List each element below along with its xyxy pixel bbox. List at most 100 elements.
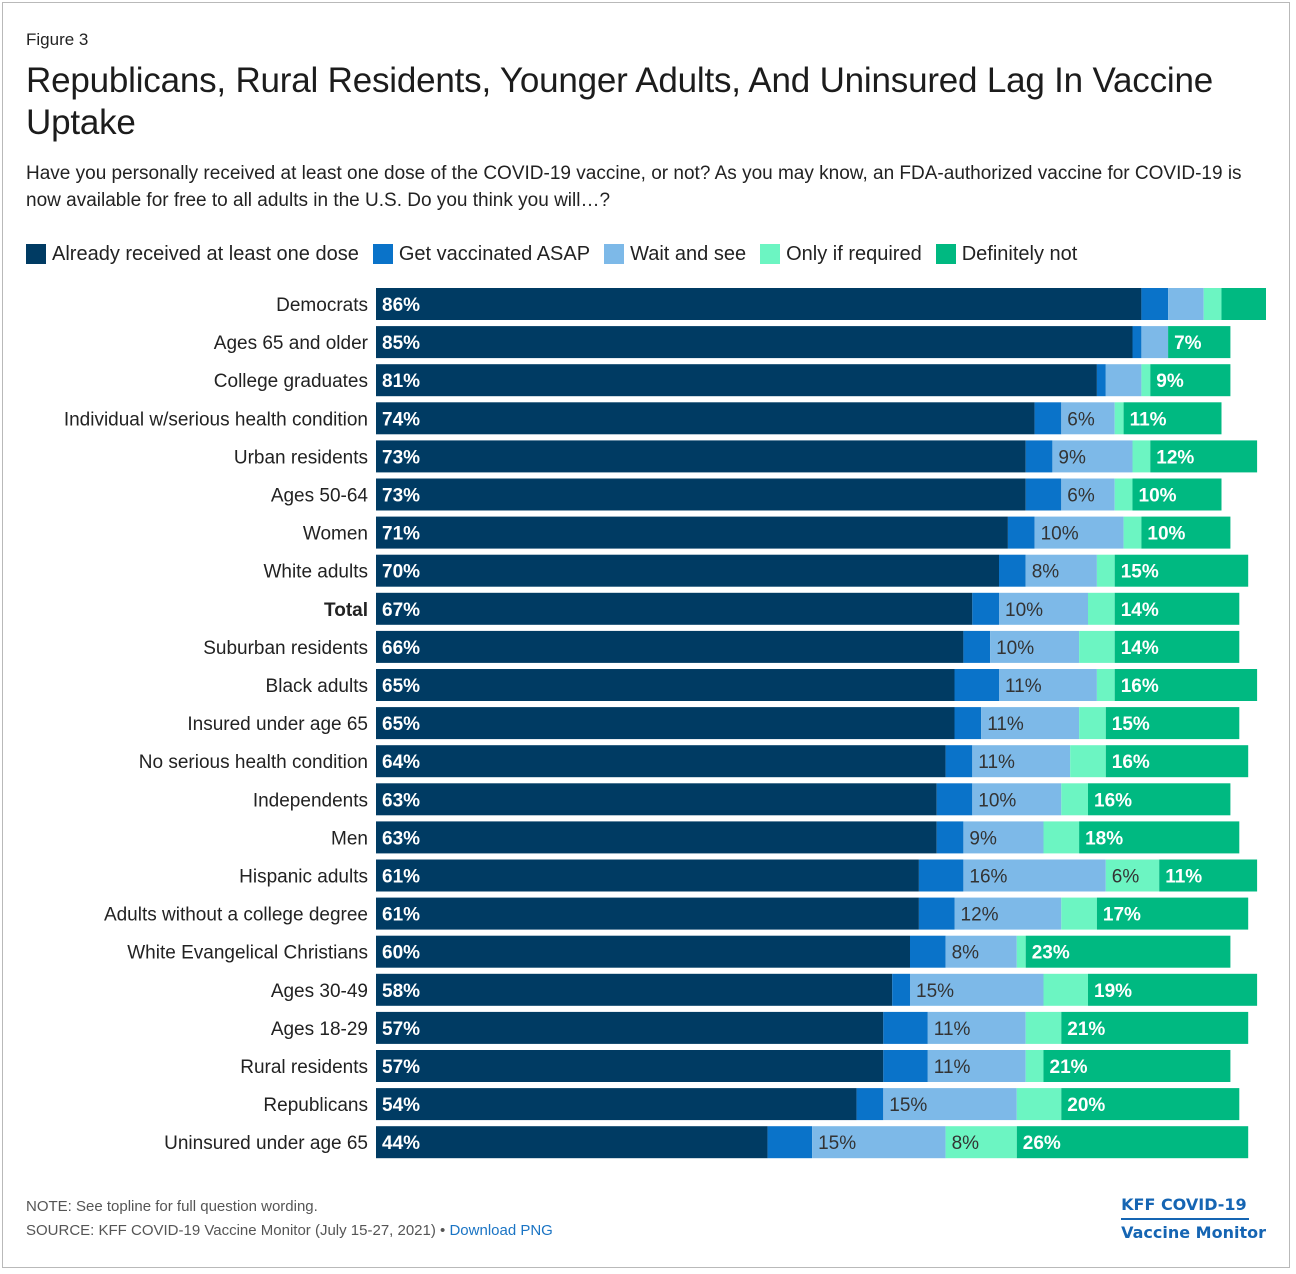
category-label-ages-65-and-older: Ages 65 and older <box>214 333 369 354</box>
data-label-wait-and-see-adults-without-a-college-degree: 12% <box>961 905 999 926</box>
category-label-white-adults: White adults <box>263 562 368 583</box>
legend-label: Wait and see <box>630 242 747 265</box>
bar-only-if-required-women <box>1123 516 1142 549</box>
data-label-wait-and-see-black-adults: 11% <box>1005 676 1042 697</box>
data-label-wait-and-see-ages-30-49: 15% <box>916 981 954 1002</box>
data-label-definitely-not-adults-without-a-college-degree: 17% <box>1103 905 1141 926</box>
data-label-definitely-not-hispanic-adults: 11% <box>1165 867 1202 888</box>
bar-get-vaccinated-asap-rural-residents <box>883 1050 928 1082</box>
data-label-wait-and-see-individual-w-serious-health-condition: 6% <box>1067 409 1095 430</box>
bar-wait-and-see-total <box>999 592 1088 625</box>
data-label-definitely-not-suburban-residents: 14% <box>1121 638 1159 659</box>
bar-already-received-at-least-one-dose-college-graduates <box>376 364 1097 397</box>
data-label-definitely-not-white-adults: 15% <box>1121 562 1159 583</box>
data-label-already-received-at-least-one-dose-uninsured-under-age-65: 44% <box>382 1133 420 1154</box>
data-label-already-received-at-least-one-dose-adults-without-a-college-degree: 61% <box>382 905 420 926</box>
bar-get-vaccinated-asap-college-graduates <box>1096 364 1106 397</box>
category-label-black-adults: Black adults <box>266 676 368 697</box>
bar-wait-and-see-independents <box>972 783 1062 816</box>
bar-definitely-not-republicans <box>1061 1088 1240 1121</box>
bar-wait-and-see-ages-50-64 <box>1061 478 1115 511</box>
data-label-definitely-not-ages-65-and-older: 7% <box>1174 333 1202 354</box>
data-label-wait-and-see-uninsured-under-age-65: 15% <box>818 1133 856 1154</box>
bar-definitely-not-rural-residents <box>1043 1050 1231 1082</box>
data-label-definitely-not-black-adults: 16% <box>1121 676 1159 697</box>
bar-only-if-required-total <box>1088 592 1115 625</box>
data-label-wait-and-see-no-serious-health-condition: 11% <box>978 752 1015 773</box>
bar-wait-and-see-uninsured-under-age-65 <box>812 1126 946 1159</box>
category-label-men: Men <box>331 828 368 849</box>
data-label-already-received-at-least-one-dose-men: 63% <box>382 828 420 849</box>
bar-already-received-at-least-one-dose-no-serious-health-condition <box>376 745 946 778</box>
bar-definitely-not-adults-without-a-college-degree <box>1096 897 1249 930</box>
data-label-already-received-at-least-one-dose-suburban-residents: 66% <box>382 638 420 659</box>
bar-only-if-required-rural-residents <box>1025 1050 1044 1082</box>
bar-get-vaccinated-asap-women <box>1007 516 1035 549</box>
data-label-wait-and-see-total: 10% <box>1005 600 1043 621</box>
data-label-only-if-required-hispanic-adults: 6% <box>1112 867 1140 888</box>
bar-already-received-at-least-one-dose-black-adults <box>376 669 955 701</box>
bar-definitely-not-insured-under-age-65 <box>1105 707 1240 740</box>
bar-get-vaccinated-asap-ages-65-and-older <box>1132 326 1142 359</box>
bar-wait-and-see-adults-without-a-college-degree <box>954 897 1062 930</box>
data-label-definitely-not-urban-residents: 12% <box>1156 447 1194 468</box>
data-label-already-received-at-least-one-dose-ages-50-64: 73% <box>382 486 420 507</box>
bar-definitely-not-individual-w-serious-health-condition <box>1123 402 1222 435</box>
bar-definitely-not-college-graduates <box>1150 364 1231 397</box>
data-label-already-received-at-least-one-dose-ages-30-49: 58% <box>382 981 420 1002</box>
brand-line-2: Vaccine Monitor <box>1121 1223 1266 1242</box>
bar-already-received-at-least-one-dose-ages-18-29 <box>376 1011 884 1044</box>
data-label-definitely-not-uninsured-under-age-65: 26% <box>1023 1133 1061 1154</box>
legend-item-only-if-required: Only if required <box>760 243 922 266</box>
category-label-urban-residents: Urban residents <box>234 447 368 468</box>
bar-get-vaccinated-asap-individual-w-serious-health-condition <box>1034 402 1062 435</box>
data-label-already-received-at-least-one-dose-insured-under-age-65: 65% <box>382 714 420 735</box>
data-label-already-received-at-least-one-dose-black-adults: 65% <box>382 676 420 697</box>
legend-swatch <box>26 244 46 264</box>
data-label-definitely-not-individual-w-serious-health-condition: 11% <box>1130 409 1167 430</box>
data-label-only-if-required-uninsured-under-age-65: 8% <box>952 1133 980 1154</box>
bar-wait-and-see-republicans <box>883 1088 1017 1121</box>
bar-definitely-not-ages-18-29 <box>1061 1011 1249 1044</box>
data-label-definitely-not-insured-under-age-65: 15% <box>1112 714 1150 735</box>
legend-label: Definitely not <box>961 242 1078 265</box>
data-label-definitely-not-republicans: 20% <box>1067 1095 1105 1116</box>
bar-definitely-not-black-adults <box>1114 669 1258 701</box>
bar-only-if-required-suburban-residents <box>1079 630 1115 663</box>
bar-only-if-required-ages-30-49 <box>1043 973 1088 1006</box>
bar-wait-and-see-no-serious-health-condition <box>972 745 1071 778</box>
bar-get-vaccinated-asap-white-adults <box>999 554 1026 587</box>
data-label-definitely-not-college-graduates: 9% <box>1156 371 1184 392</box>
legend-swatch <box>935 244 956 264</box>
bar-wait-and-see-individual-w-serious-health-condition <box>1061 402 1115 435</box>
bar-wait-and-see-ages-65-and-older <box>1141 326 1169 359</box>
bar-already-received-at-least-one-dose-white-evangelical-christians <box>376 935 910 968</box>
bar-wait-and-see-black-adults <box>999 669 1097 701</box>
bar-definitely-not-women <box>1141 516 1231 549</box>
data-label-already-received-at-least-one-dose-total: 67% <box>382 600 420 621</box>
bar-already-received-at-least-one-dose-white-adults <box>376 554 999 587</box>
legend-swatch <box>760 244 781 264</box>
bar-definitely-not-hispanic-adults <box>1159 859 1258 892</box>
category-label-rural-residents: Rural residents <box>240 1057 368 1078</box>
bar-wait-and-see-insured-under-age-65 <box>981 707 1080 740</box>
data-label-wait-and-see-ages-50-64: 6% <box>1067 486 1095 507</box>
bar-already-received-at-least-one-dose-ages-65-and-older <box>376 326 1133 359</box>
bar-already-received-at-least-one-dose-urban-residents <box>376 440 1026 473</box>
data-label-wait-and-see-hispanic-adults: 16% <box>969 867 1007 888</box>
data-label-wait-and-see-white-adults: 8% <box>1032 562 1060 583</box>
data-label-already-received-at-least-one-dose-independents: 63% <box>382 790 420 811</box>
data-label-already-received-at-least-one-dose-white-evangelical-christians: 60% <box>382 943 420 964</box>
bar-only-if-required-independents <box>1061 783 1088 816</box>
brand-line-1: KFF COVID-19 <box>1121 1192 1249 1220</box>
chart-source: SOURCE: KFF COVID-19 Vaccine Monitor (Ju… <box>26 1222 553 1239</box>
bar-get-vaccinated-asap-insured-under-age-65 <box>954 707 982 740</box>
legend-label: Only if required <box>786 242 922 265</box>
data-label-already-received-at-least-one-dose-rural-residents: 57% <box>382 1057 420 1078</box>
bar-definitely-not-urban-residents <box>1150 440 1258 473</box>
bar-only-if-required-college-graduates <box>1141 364 1151 397</box>
download-png-link[interactable]: Download PNG <box>449 1222 553 1239</box>
data-label-definitely-not-rural-residents: 21% <box>1050 1057 1088 1078</box>
bar-get-vaccinated-asap-black-adults <box>954 669 999 701</box>
